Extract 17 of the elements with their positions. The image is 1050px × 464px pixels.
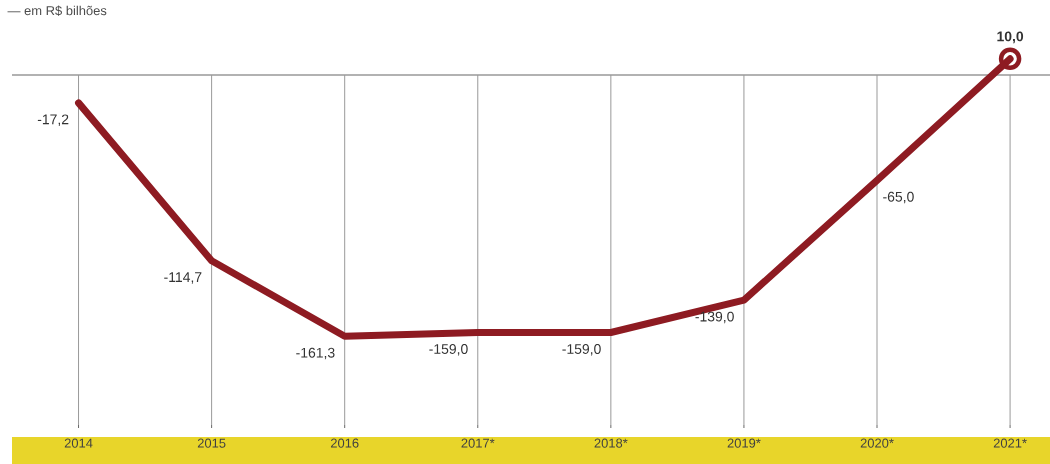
x-tick-label: 2015 bbox=[197, 438, 226, 448]
data-label: 10,0 bbox=[997, 31, 1024, 44]
chart-subtitle: — em R$ bilhões bbox=[7, 5, 107, 16]
x-tick-label: 2020* bbox=[860, 438, 894, 448]
data-label: -161,3 bbox=[296, 347, 335, 360]
x-tick-label: 2017* bbox=[461, 438, 495, 448]
x-tick-label: 2018* bbox=[594, 438, 628, 448]
data-label: -65,0 bbox=[883, 191, 914, 204]
data-label: -114,7 bbox=[164, 272, 202, 284]
data-label: -139,0 bbox=[695, 311, 734, 324]
data-label: -159,0 bbox=[562, 344, 601, 356]
x-tick-label: 2014 bbox=[64, 438, 93, 448]
data-label: -17,2 bbox=[37, 114, 69, 126]
x-tick-label: 2021* bbox=[993, 438, 1027, 448]
x-tick-label: 2016 bbox=[330, 438, 359, 448]
x-tick-label: 2019* bbox=[727, 438, 761, 448]
data-label: -159,0 bbox=[429, 344, 468, 356]
